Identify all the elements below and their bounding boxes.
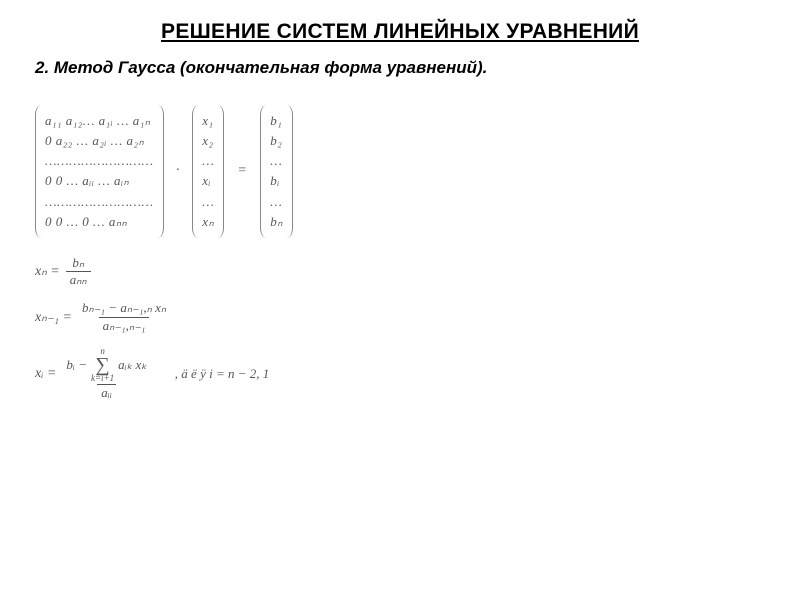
denominator: aₙₙ: [66, 271, 91, 287]
subtitle: 2. Метод Гаусса (окончательная форма ура…: [35, 58, 487, 78]
denominator: aᵢᵢ: [97, 384, 116, 400]
num-left: bᵢ −: [66, 358, 87, 372]
equations-block: xₙ = bₙ aₙₙ xₙ₋₁ = bₙ₋₁ − aₙ₋₁,ₙ xₙ aₙ₋₁…: [35, 256, 765, 400]
operator-eq: =: [230, 163, 254, 179]
eq-lhs: xᵢ =: [35, 366, 56, 382]
numerator: bᵢ − n ∑ k=i+1 aᵢₖ xₖ: [62, 347, 150, 384]
sum-lower-limit: k=i+1: [91, 374, 114, 383]
vector-b: b₁ b₂ … bᵢ … bₙ: [260, 105, 293, 238]
matrix-row: 0 a₂₂ … a₂ᵢ … a₂ₙ: [45, 131, 154, 151]
fraction: bₙ₋₁ − aₙ₋₁,ₙ xₙ aₙ₋₁,ₙ₋₁: [78, 301, 170, 333]
summation-icon: n ∑ k=i+1: [91, 347, 114, 383]
numerator: bₙ₋₁ − aₙ₋₁,ₙ xₙ: [78, 301, 170, 316]
denominator: aₙ₋₁,ₙ₋₁: [99, 317, 150, 333]
matrix-row: ………………………: [45, 151, 154, 171]
numerator: bₙ: [68, 256, 88, 271]
operator-dot: ·: [170, 163, 187, 179]
math-area: a₁₁ a₁₂… a₁ᵢ … a₁ₙ 0 a₂₂ … a₂ᵢ … a₂ₙ …………: [35, 105, 765, 414]
fraction: bₙ aₙₙ: [66, 256, 91, 288]
equation-xn: xₙ = bₙ aₙₙ: [35, 256, 765, 288]
eq-lhs: xₙ =: [35, 263, 60, 280]
matrix-row: 0 0 … aᵢᵢ … aᵢₙ: [45, 171, 154, 191]
eq-trail: , ä ë ÿ i = n − 2, 1: [175, 366, 269, 382]
matrix-equation: a₁₁ a₁₂… a₁ᵢ … a₁ₙ 0 a₂₂ … a₂ᵢ … a₂ₙ …………: [35, 105, 765, 238]
sum-body: aᵢₖ xₖ: [118, 358, 147, 372]
equation-xn-minus-1: xₙ₋₁ = bₙ₋₁ − aₙ₋₁,ₙ xₙ aₙ₋₁,ₙ₋₁: [35, 301, 765, 333]
matrix-a: a₁₁ a₁₂… a₁ᵢ … a₁ₙ 0 a₂₂ … a₂ᵢ … a₂ₙ …………: [35, 105, 164, 238]
fraction: bᵢ − n ∑ k=i+1 aᵢₖ xₖ aᵢᵢ: [62, 347, 150, 400]
matrix-row: a₁₁ a₁₂… a₁ᵢ … a₁ₙ: [45, 111, 154, 131]
page-title: РЕШЕНИЕ СИСТЕМ ЛИНЕЙНЫХ УРАВНЕНИЙ: [0, 20, 800, 44]
equation-xi: xᵢ = bᵢ − n ∑ k=i+1 aᵢₖ xₖ aᵢᵢ , ä ë ÿ i…: [35, 347, 765, 400]
eq-lhs: xₙ₋₁ =: [35, 309, 72, 326]
matrix-row: 0 0 … 0 … aₙₙ: [45, 212, 154, 232]
matrix-row: ………………………: [45, 192, 154, 212]
vector-x: x₁ x₂ … xᵢ … xₙ: [192, 105, 224, 238]
